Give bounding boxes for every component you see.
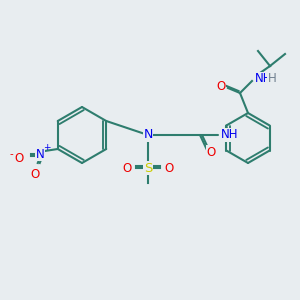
Text: N: N (143, 128, 153, 142)
Text: H: H (268, 73, 276, 85)
Text: NH: NH (221, 128, 238, 142)
Text: -: - (10, 149, 14, 159)
Text: O: O (216, 80, 226, 92)
Text: O: O (206, 146, 216, 158)
Text: +: + (43, 143, 50, 152)
Text: O: O (122, 161, 132, 175)
Text: O: O (164, 161, 174, 175)
Text: S: S (144, 161, 152, 175)
Text: O: O (30, 169, 39, 182)
Text: N: N (35, 148, 44, 160)
Text: O: O (14, 152, 23, 166)
Text: NH: NH (255, 73, 272, 85)
